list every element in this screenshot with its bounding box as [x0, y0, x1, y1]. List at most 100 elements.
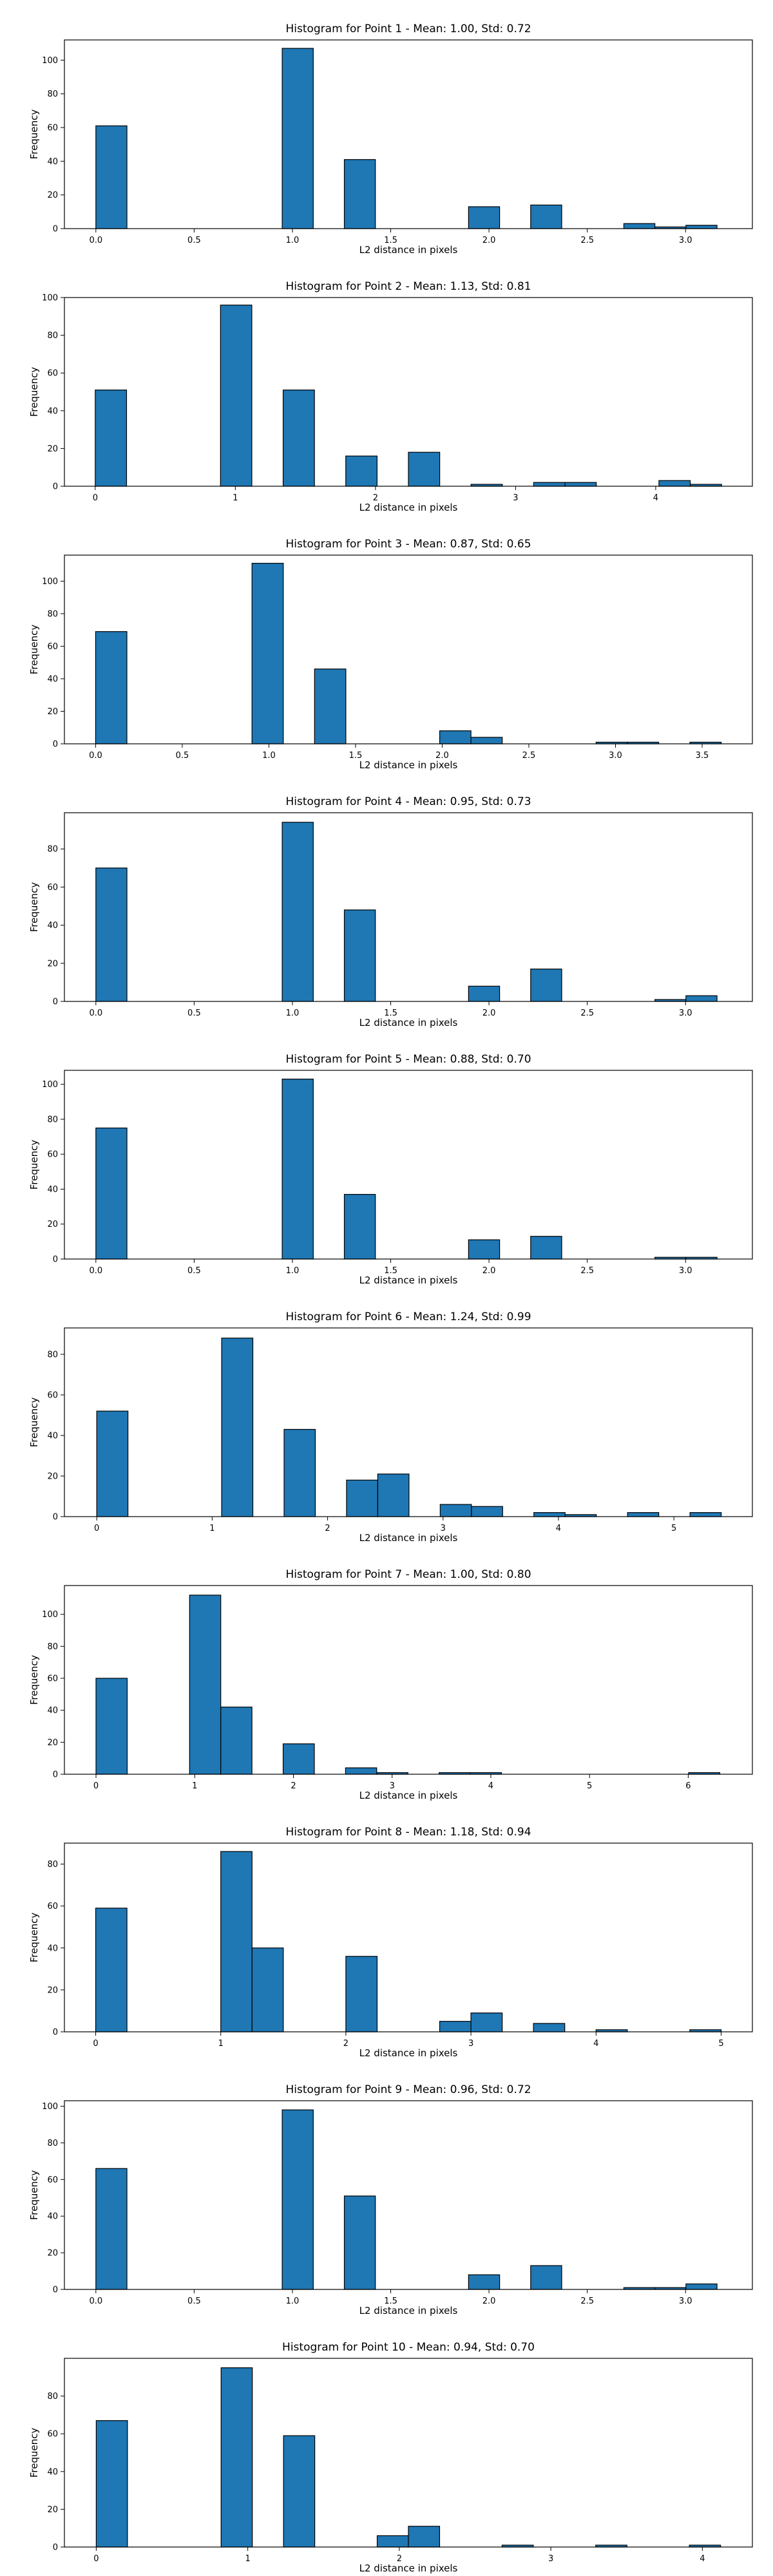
- histogram-bar: [658, 480, 691, 487]
- x-tick-label: 2: [325, 1524, 330, 1533]
- histogram-panel-1: Histogram for Point 1 - Mean: 1.00, Std:…: [28, 23, 753, 256]
- histogram-bar: [470, 2012, 503, 2032]
- x-tick-label: 4: [488, 1781, 493, 1791]
- y-tick-label: 80: [47, 609, 58, 619]
- histogram-bar: [685, 2283, 718, 2290]
- x-tick-label: 3: [441, 1524, 446, 1533]
- histogram-bar: [251, 1947, 284, 2032]
- plot-frame: [64, 39, 753, 229]
- x-tick-label: 5: [671, 1524, 676, 1533]
- plot-frame: [64, 1842, 753, 2032]
- x-tick-label: 2.5: [580, 1009, 594, 1018]
- x-axis-label: L2 distance in pixels: [359, 759, 458, 771]
- y-tick-label: 80: [47, 331, 58, 341]
- histogram-panel-3: Histogram for Point 3 - Mean: 0.87, Std:…: [28, 538, 753, 771]
- x-tick-label: 1: [233, 493, 238, 503]
- histogram-bar: [220, 2367, 253, 2548]
- histogram-bar: [95, 631, 128, 744]
- plot-frame: [64, 1585, 753, 1775]
- y-tick-label: 60: [47, 642, 58, 652]
- plot-frame: [64, 1070, 753, 1260]
- x-tick-label: 0.0: [89, 236, 102, 245]
- histogram-bar: [343, 159, 376, 229]
- histogram-bar: [345, 1956, 378, 2032]
- x-tick-label: 0.0: [89, 1009, 102, 1018]
- histogram-bar: [189, 1595, 222, 1775]
- histogram-bar: [345, 455, 377, 487]
- plot-frame: [64, 2100, 753, 2290]
- y-tick-label: 0: [53, 1255, 58, 1265]
- x-tick-label: 0: [93, 2554, 99, 2564]
- x-tick-label: 0: [94, 1524, 99, 1533]
- y-tick-label: 60: [47, 883, 58, 893]
- x-tick-label: 5: [587, 1781, 592, 1791]
- y-tick-label: 80: [47, 1642, 58, 1652]
- x-tick-label: 4: [593, 2039, 598, 2049]
- histogram-bar: [95, 1127, 128, 1260]
- y-tick-label: 40: [47, 2467, 58, 2477]
- y-tick-label: 100: [42, 577, 58, 587]
- y-tick-label: 0: [53, 1513, 58, 1522]
- plot-frame: [64, 554, 753, 744]
- histogram-bar: [533, 1512, 566, 1517]
- x-tick-label: 4: [556, 1524, 561, 1533]
- x-tick-label: 1.5: [384, 236, 397, 245]
- histogram-bar: [314, 668, 347, 744]
- histogram-bar: [408, 451, 441, 487]
- x-tick-label: 3.0: [679, 1266, 692, 1276]
- histogram-bar: [408, 2526, 441, 2548]
- histogram-bar: [377, 1473, 410, 1517]
- plot-frame: [64, 297, 753, 487]
- x-tick-label: 1.5: [384, 1266, 397, 1276]
- y-tick-label: 60: [47, 369, 58, 379]
- x-tick-label: 1.0: [286, 2297, 300, 2306]
- y-axis-label: Frequency: [28, 1913, 40, 1963]
- x-tick-label: 2: [373, 493, 378, 503]
- x-tick-label: 1.5: [384, 1009, 397, 1018]
- histogram-bar: [533, 2023, 566, 2032]
- chart-title: Histogram for Point 5 - Mean: 0.88, Std:…: [285, 1053, 531, 1066]
- y-tick-label: 60: [47, 1150, 58, 1160]
- histogram-panel-9: Histogram for Point 9 - Mean: 0.96, Std:…: [28, 2083, 753, 2316]
- y-tick-label: 60: [47, 124, 58, 133]
- histogram-bar: [220, 305, 253, 487]
- y-axis-label: Frequency: [28, 882, 40, 933]
- histogram-bar: [468, 1239, 501, 1260]
- x-tick-label: 0: [93, 493, 98, 503]
- histogram-bar: [96, 1410, 129, 1517]
- histogram-bar: [468, 206, 501, 229]
- histogram-bar: [283, 1428, 316, 1517]
- x-axis-label: L2 distance in pixels: [359, 1274, 458, 1286]
- x-axis-label: L2 distance in pixels: [359, 1532, 458, 1544]
- x-axis-label: L2 distance in pixels: [359, 1017, 458, 1028]
- y-tick-label: 80: [47, 1115, 58, 1124]
- x-tick-label: 0.0: [89, 2297, 102, 2306]
- histogram-bar: [468, 2274, 501, 2290]
- x-tick-label: 0: [93, 1781, 99, 1791]
- x-tick-label: 3.5: [696, 751, 709, 761]
- x-tick-label: 5: [718, 2039, 723, 2049]
- histogram-bar: [95, 2168, 128, 2290]
- y-axis-label: Frequency: [28, 2170, 40, 2221]
- y-tick-label: 100: [42, 1610, 58, 1620]
- histogram-bar: [471, 1506, 503, 1517]
- x-tick-label: 1.0: [286, 1009, 300, 1018]
- x-tick-label: 4: [700, 2554, 705, 2564]
- plot-frame: [64, 2358, 753, 2548]
- x-tick-label: 1: [218, 2039, 224, 2049]
- x-tick-label: 2.0: [482, 2297, 496, 2306]
- histogram-bar: [439, 730, 472, 744]
- histogram-panel-6: Histogram for Point 6 - Mean: 1.24, Std:…: [28, 1311, 753, 1544]
- y-tick-label: 100: [42, 56, 58, 66]
- y-tick-label: 0: [53, 2543, 58, 2553]
- y-tick-label: 20: [47, 1985, 58, 1995]
- x-tick-label: 3: [513, 493, 518, 503]
- x-tick-label: 3.0: [609, 751, 622, 761]
- x-tick-label: 2.5: [580, 236, 594, 245]
- chart-title: Histogram for Point 9 - Mean: 0.96, Std:…: [285, 2083, 531, 2096]
- x-axis-label: L2 distance in pixels: [359, 2562, 458, 2574]
- x-tick-label: 2.0: [482, 236, 496, 245]
- histogram-bar: [689, 1512, 722, 1517]
- y-tick-label: 80: [47, 2392, 58, 2401]
- x-axis-label: L2 distance in pixels: [359, 502, 458, 513]
